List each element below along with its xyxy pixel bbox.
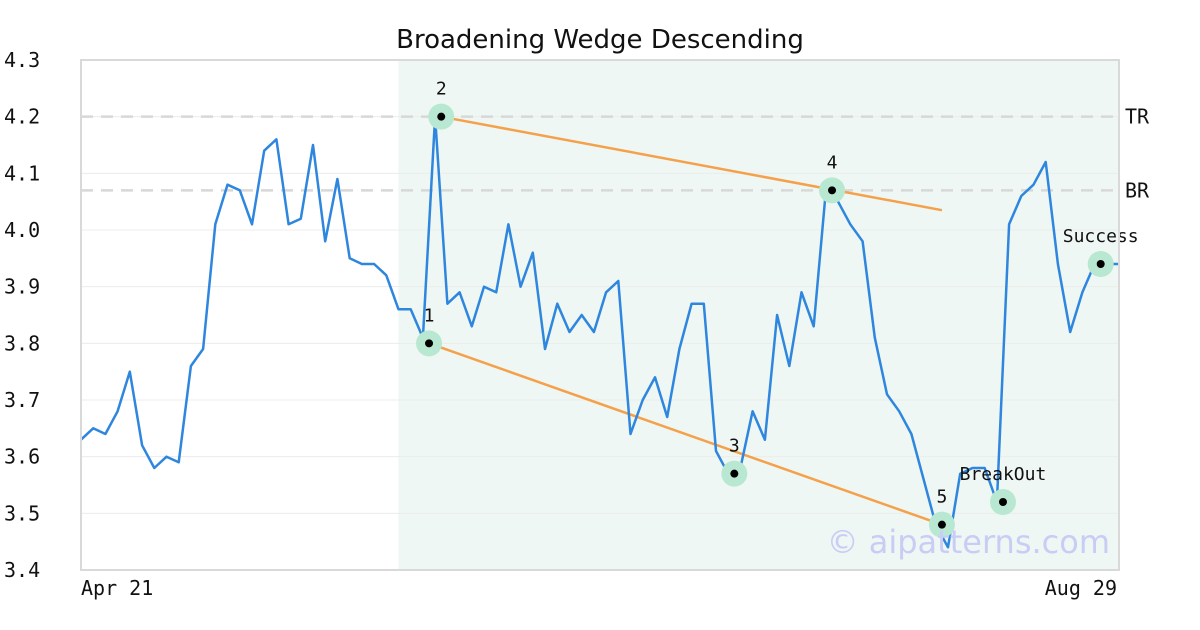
y-tick-label: 3.6 xyxy=(4,445,40,469)
pattern-point-label: BreakOut xyxy=(960,464,1047,485)
y-tick-label: 4.1 xyxy=(4,161,40,185)
y-tick-label: 3.7 xyxy=(4,388,40,412)
watermark: © aipatterns.com xyxy=(827,523,1110,561)
pattern-point-label: Success xyxy=(1063,226,1139,247)
pattern-point-label: 3 xyxy=(729,436,740,457)
y-tick-label: 4.3 xyxy=(4,48,40,72)
y-tick-label: 3.4 xyxy=(4,558,40,582)
y-tick-label: 3.8 xyxy=(4,331,40,355)
trendline xyxy=(441,115,943,212)
pattern-point-label: 5 xyxy=(937,487,948,508)
price-line xyxy=(80,115,1119,549)
plot-frame xyxy=(80,59,1120,571)
reference-line-label: TR xyxy=(1125,105,1150,129)
pattern-point-label: 4 xyxy=(827,152,838,173)
x-start-label: Apr 21 xyxy=(81,576,153,600)
pattern-point xyxy=(998,498,1007,506)
pattern-point-label: 2 xyxy=(436,79,447,100)
y-tick-label: 3.9 xyxy=(4,275,40,299)
y-tick-label: 3.5 xyxy=(4,501,40,525)
pattern-point xyxy=(1096,260,1105,268)
trendline xyxy=(428,342,943,526)
pattern-point xyxy=(937,520,946,529)
pattern-region xyxy=(398,60,1120,570)
y-tick-label: 4.0 xyxy=(4,218,40,242)
pattern-point xyxy=(425,339,434,348)
pattern-point xyxy=(437,112,446,121)
y-tick-label: 4.2 xyxy=(4,105,40,129)
pattern-point-label: 1 xyxy=(424,305,435,326)
reference-line-label: BR xyxy=(1125,178,1150,202)
x-end-label: Aug 29 xyxy=(1045,576,1117,600)
pattern-point xyxy=(730,469,739,478)
chart-title: Broadening Wedge Descending xyxy=(396,25,804,55)
pattern-point xyxy=(828,186,837,195)
